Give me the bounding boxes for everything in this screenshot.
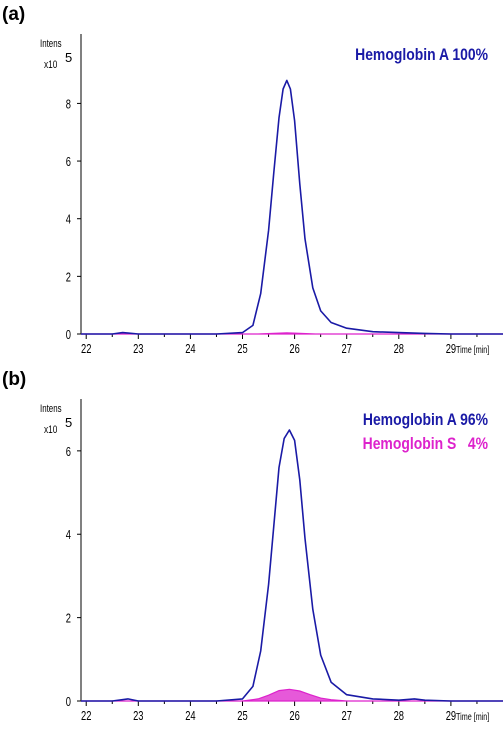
x-tick-label: 27 [342,343,352,357]
x-tick-label: 25 [237,710,247,724]
y-axis-label: Intens [40,403,62,416]
y-multiplier: x10 [44,424,58,436]
x-axis-label: Time [min] [456,711,489,722]
x-axis-label: Time [min] [456,344,489,355]
series-line-hemoglobin-a [81,429,503,702]
y-tick-label: 2 [66,612,71,626]
legend-entry: Hemoglobin A 96% [363,411,488,430]
x-tick-label: 24 [185,710,195,724]
y-tick-label: 6 [66,446,71,460]
x-tick-label: 24 [185,343,195,357]
x-tick-label: 26 [289,710,299,724]
x-tick-label: 22 [81,710,91,724]
y-tick-label: 6 [66,156,71,170]
y-axis-label: Intens [40,38,62,51]
x-tick-label: 26 [289,343,299,357]
x-tick-label: 23 [133,343,143,357]
x-tick-label: 27 [342,710,352,724]
panel-label: (b) [2,369,26,390]
x-tick-label: 29 [446,343,456,357]
panel-label: (a) [2,4,25,25]
series-area-hemoglobin-s [81,688,503,702]
x-tick-label: 22 [81,343,91,357]
series-line-hemoglobin-a [81,79,503,335]
y-multiplier-exponent: 5 [65,50,72,65]
y-tick-label: 4 [66,529,71,543]
y-tick-label: 4 [66,213,71,227]
x-tick-label: 29 [446,710,456,724]
y-tick-label: 0 [66,696,71,710]
y-tick-label: 2 [66,271,71,285]
y-tick-label: 8 [66,98,71,112]
x-tick-label: 28 [394,710,404,724]
y-multiplier-exponent: 5 [65,415,72,430]
x-tick-label: 23 [133,710,143,724]
y-multiplier: x10 [44,59,58,71]
legend-entry: Hemoglobin A 100% [355,46,488,65]
x-tick-label: 25 [237,343,247,357]
x-tick-label: 28 [394,343,404,357]
legend-entry: Hemoglobin S 4% [363,435,489,454]
y-tick-label: 0 [66,329,71,343]
